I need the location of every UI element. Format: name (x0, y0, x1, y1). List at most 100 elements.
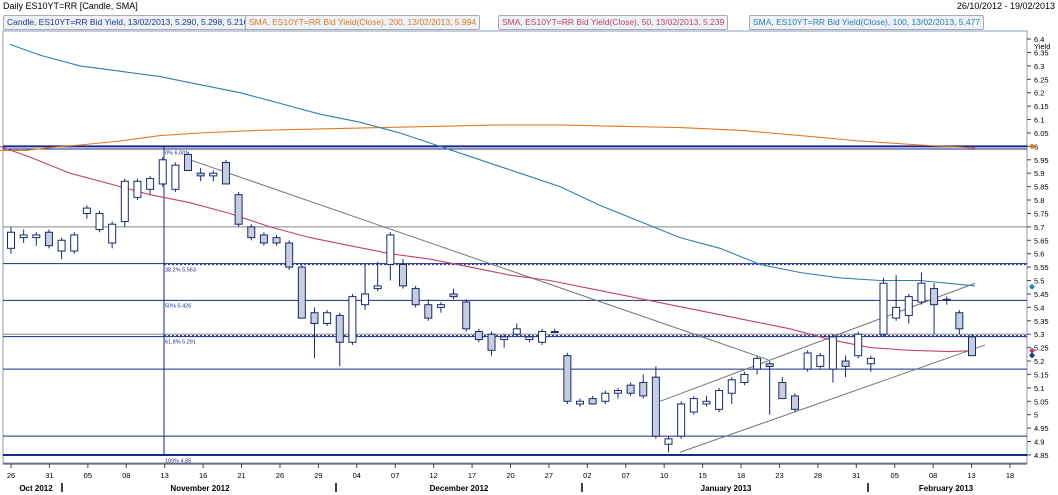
y-tick-label: 4.85 (1034, 451, 1049, 460)
trendline (185, 157, 769, 361)
candle-body (841, 360, 850, 367)
candle (184, 151, 193, 172)
y-tick-label: 5.3 (1034, 330, 1044, 339)
candle (613, 387, 622, 399)
candle-body (765, 363, 774, 367)
sma-50-line (0, 145, 976, 353)
x-tick-label: 05 (84, 471, 92, 480)
month-label: Oct 2012 (19, 484, 53, 493)
candle-body (664, 438, 673, 445)
y-tick-label: 5.15 (1034, 370, 1049, 379)
candle-body (411, 288, 420, 306)
candle (171, 162, 180, 192)
candle-body (120, 180, 129, 223)
candle-body (904, 296, 913, 316)
candle-body (651, 376, 660, 437)
candle (95, 210, 104, 233)
candle (715, 387, 724, 413)
x-tick-label: 23 (775, 471, 783, 480)
candle (146, 175, 155, 195)
y-tick-label: 5.55 (1034, 263, 1049, 272)
x-tick-label: 27 (545, 471, 553, 480)
candle (373, 261, 382, 292)
x-tick-label: 13 (967, 471, 975, 480)
candle (108, 221, 117, 249)
y-tick-label: 6.15 (1034, 102, 1049, 111)
candle-body (196, 172, 205, 177)
candle (790, 393, 799, 413)
x-tick-label: 18 (737, 471, 745, 480)
candle-body (715, 390, 724, 410)
candle-body (398, 263, 407, 287)
x-tick-label: 31 (45, 471, 53, 480)
candle (82, 205, 91, 219)
candle-body (576, 400, 585, 405)
chart-title: Daily ES10YT=RR [Candle, SMA] (3, 1, 138, 11)
candle (968, 334, 976, 357)
candle (57, 237, 66, 260)
candle-body (879, 282, 888, 335)
candle (841, 355, 850, 378)
candle-body (272, 237, 281, 244)
candle (955, 310, 964, 335)
legend-row: Candle, ES10YT=RR Bid Yield, 13/02/2013,… (0, 14, 1058, 30)
candle-body (639, 382, 648, 397)
x-tick-label: 18 (1006, 471, 1014, 480)
candle-body (44, 231, 53, 247)
legend-sma-50[interactable]: SMA, ES10YT=RR Bid Yield(Close), 50, 13/… (498, 15, 729, 30)
legend-sma-200[interactable]: SMA, ES10YT=RR Bid Yield(Close), 200, 13… (245, 15, 481, 30)
y-tick-label: 5.75 (1034, 209, 1049, 218)
candle (866, 355, 875, 372)
candle (601, 390, 610, 404)
candle (765, 361, 774, 415)
candle-body (474, 331, 483, 341)
candle-body (803, 352, 812, 370)
candle (348, 293, 357, 345)
candle (828, 334, 837, 383)
candle-body (234, 194, 243, 225)
candle-body (361, 293, 370, 306)
candle (398, 259, 407, 289)
value-marker (1029, 283, 1035, 290)
candle-body (563, 355, 572, 402)
candle (689, 395, 698, 415)
sma-200-line (0, 124, 976, 151)
y-tick-label: 6.3 (1034, 62, 1044, 71)
y-tick-label: 5.1 (1034, 384, 1044, 393)
legend-sma-100[interactable]: SMA, ES10YT=RR Bid Yield(Close), 100, 13… (749, 15, 985, 30)
legend-candle[interactable]: Candle, ES10YT=RR Bid Yield, 13/02/2013,… (3, 15, 279, 30)
y-tick-label: 5.85 (1034, 183, 1049, 192)
candle-body (133, 180, 142, 198)
candle (462, 299, 471, 332)
candle-body (512, 328, 521, 335)
candle (335, 312, 344, 367)
trendline (659, 282, 976, 402)
candle (196, 167, 205, 182)
y-tick-label: 5.6 (1034, 250, 1044, 259)
candle (740, 371, 749, 386)
candle (272, 234, 281, 246)
candle-body (348, 296, 357, 343)
candle-body (538, 331, 547, 343)
candle-body (449, 293, 458, 298)
candle-body (247, 226, 256, 239)
y-tick-label: 6.35 (1034, 48, 1049, 57)
x-tick-label: 26 (7, 471, 15, 480)
y-tick-label: 5.4 (1034, 303, 1044, 312)
y-tick-label: 5.05 (1034, 397, 1049, 406)
candle (563, 352, 572, 404)
sma-100-line (9, 43, 976, 287)
candle (664, 436, 673, 453)
candle-body (209, 172, 218, 177)
candle (639, 374, 648, 399)
candle-body (108, 223, 117, 244)
candle-body (778, 382, 787, 400)
candle (247, 224, 256, 241)
candle (917, 272, 926, 305)
candle-body (171, 164, 180, 190)
y-tick-label: 5.8 (1034, 196, 1044, 205)
candle (651, 366, 660, 439)
candle (487, 331, 496, 356)
candle-body (221, 161, 230, 185)
